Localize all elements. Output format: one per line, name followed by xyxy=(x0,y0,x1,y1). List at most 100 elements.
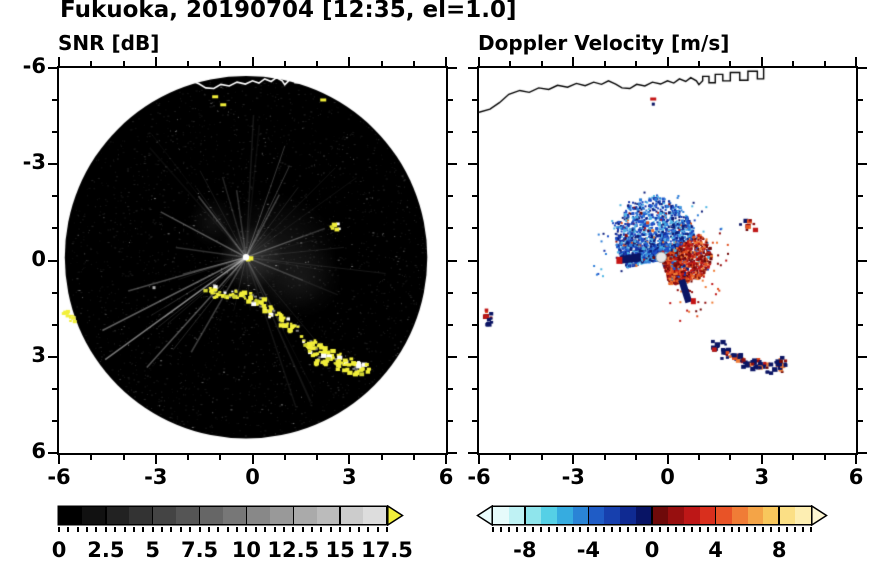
colorbar-tick xyxy=(658,527,661,532)
colorbar-tick xyxy=(794,527,797,532)
x-axis-tick xyxy=(154,455,157,464)
colorbar-tick xyxy=(539,527,542,532)
snr-colorbar: 0 2.5 5 7.5 10 12.5 15 17.5 xyxy=(52,505,413,562)
colorbar-tick xyxy=(746,527,749,532)
colorbar-tick xyxy=(563,527,566,532)
colorbar-segment xyxy=(779,507,796,524)
x-axis-tick xyxy=(603,61,606,66)
x-axis-tick xyxy=(219,61,222,66)
colorbar-tick-label: 15 xyxy=(325,538,355,562)
colorbar-tick xyxy=(786,527,789,532)
colorbar-annotation-line xyxy=(714,507,717,524)
colorbar-tick xyxy=(86,527,89,532)
colorbar-tick xyxy=(611,527,614,532)
colorbar-annotation-line xyxy=(651,507,653,524)
x-axis-tick xyxy=(540,455,543,460)
x-axis-tick xyxy=(187,455,189,460)
colorbar-tick xyxy=(714,527,717,532)
colorbar-segment xyxy=(59,507,83,524)
colorbar-tick xyxy=(282,527,285,532)
colorbar-tick xyxy=(666,527,669,532)
x-axis-tick xyxy=(540,61,543,66)
colorbar-tick xyxy=(367,527,370,532)
colorbar-segment xyxy=(604,507,621,524)
x-tick-label: -6 xyxy=(467,465,491,489)
colorbar-tick xyxy=(273,527,276,532)
colorbar-segment xyxy=(715,507,732,524)
colorbar-segment xyxy=(82,507,106,524)
figure-title: Fukuoka, 20190704 [12:35, el=1.0] xyxy=(60,0,517,23)
colorbar-tick xyxy=(217,527,220,532)
y-axis-tick xyxy=(858,131,863,134)
colorbar-tick-label: 10 xyxy=(231,538,262,562)
x-tick-label: 0 xyxy=(660,465,675,489)
y-axis-tick xyxy=(448,419,453,422)
colorbar-tick xyxy=(754,527,757,532)
x-axis-tick xyxy=(572,57,575,66)
colorbar-segment xyxy=(363,507,387,524)
colorbar-segment xyxy=(683,507,700,524)
x-axis-tick xyxy=(635,61,638,66)
x-axis-tick xyxy=(729,455,732,460)
colorbar-segment xyxy=(508,507,525,524)
colorbar-annotation-line xyxy=(292,507,295,524)
colorbar-arrow-right xyxy=(811,505,828,526)
y-axis-tick xyxy=(52,227,57,230)
x-axis-tick xyxy=(603,455,606,460)
y-axis-tick xyxy=(48,67,57,69)
y-axis-tick xyxy=(472,323,477,326)
colorbar-tick xyxy=(674,527,677,532)
colorbar-arrow-right xyxy=(387,505,404,526)
y-axis-tick xyxy=(858,323,863,326)
y-axis-tick xyxy=(48,163,57,166)
colorbar-segment xyxy=(652,507,668,524)
x-axis-tick xyxy=(380,61,383,66)
y-axis-tick xyxy=(468,67,477,69)
colorbar-segment xyxy=(747,507,764,524)
colorbar-tick xyxy=(311,527,314,532)
colorbar-tick xyxy=(386,527,388,532)
x-tick-label: 6 xyxy=(438,465,454,489)
colorbar-tick xyxy=(376,527,379,532)
colorbar-tick xyxy=(603,527,606,532)
doppler-colorbar: -8 -4 0 4 8 xyxy=(476,505,828,562)
y-axis-tick xyxy=(468,452,477,454)
x-axis-tick xyxy=(572,455,575,464)
y-axis-tick xyxy=(472,227,477,230)
snr-radar-image xyxy=(59,68,446,453)
colorbar-segment xyxy=(795,507,812,524)
colorbar-tick-label: -4 xyxy=(576,538,601,562)
colorbar-annotation-line xyxy=(198,507,201,524)
y-axis-tick xyxy=(472,291,477,294)
colorbar-tick xyxy=(132,527,135,532)
colorbar-segment xyxy=(222,507,247,524)
y-axis-tick xyxy=(52,195,57,198)
y-axis-tick xyxy=(52,99,57,102)
x-axis-tick xyxy=(760,455,763,464)
colorbar-segment xyxy=(493,507,509,524)
y-axis-tick xyxy=(448,99,453,102)
colorbar-tick xyxy=(320,527,323,532)
colorbar-annotation-line xyxy=(105,507,107,524)
y-axis-tick xyxy=(52,323,57,326)
colorbar-annotation-line xyxy=(58,507,60,524)
x-axis-tick xyxy=(316,455,318,460)
x-axis-tick xyxy=(823,61,826,66)
y-axis-tick xyxy=(858,291,863,294)
x-axis-tick xyxy=(697,61,700,66)
colorbar-tick xyxy=(682,527,685,532)
colorbar-annotation-line xyxy=(524,507,526,524)
colorbar-segment xyxy=(105,507,130,524)
y-axis-tick xyxy=(448,227,453,230)
x-axis-tick xyxy=(445,455,447,464)
colorbar-annotation-line xyxy=(339,507,341,524)
colorbar-tick-label: 17.5 xyxy=(361,538,413,562)
colorbar-tick xyxy=(507,527,510,532)
y-axis-tick xyxy=(858,387,863,390)
colorbar-tick-label: 0 xyxy=(644,538,660,562)
colorbar-segment xyxy=(588,507,605,524)
y-axis-tick xyxy=(472,131,477,134)
y-axis-tick xyxy=(858,163,867,166)
y-tick-label: 6 xyxy=(31,439,46,463)
